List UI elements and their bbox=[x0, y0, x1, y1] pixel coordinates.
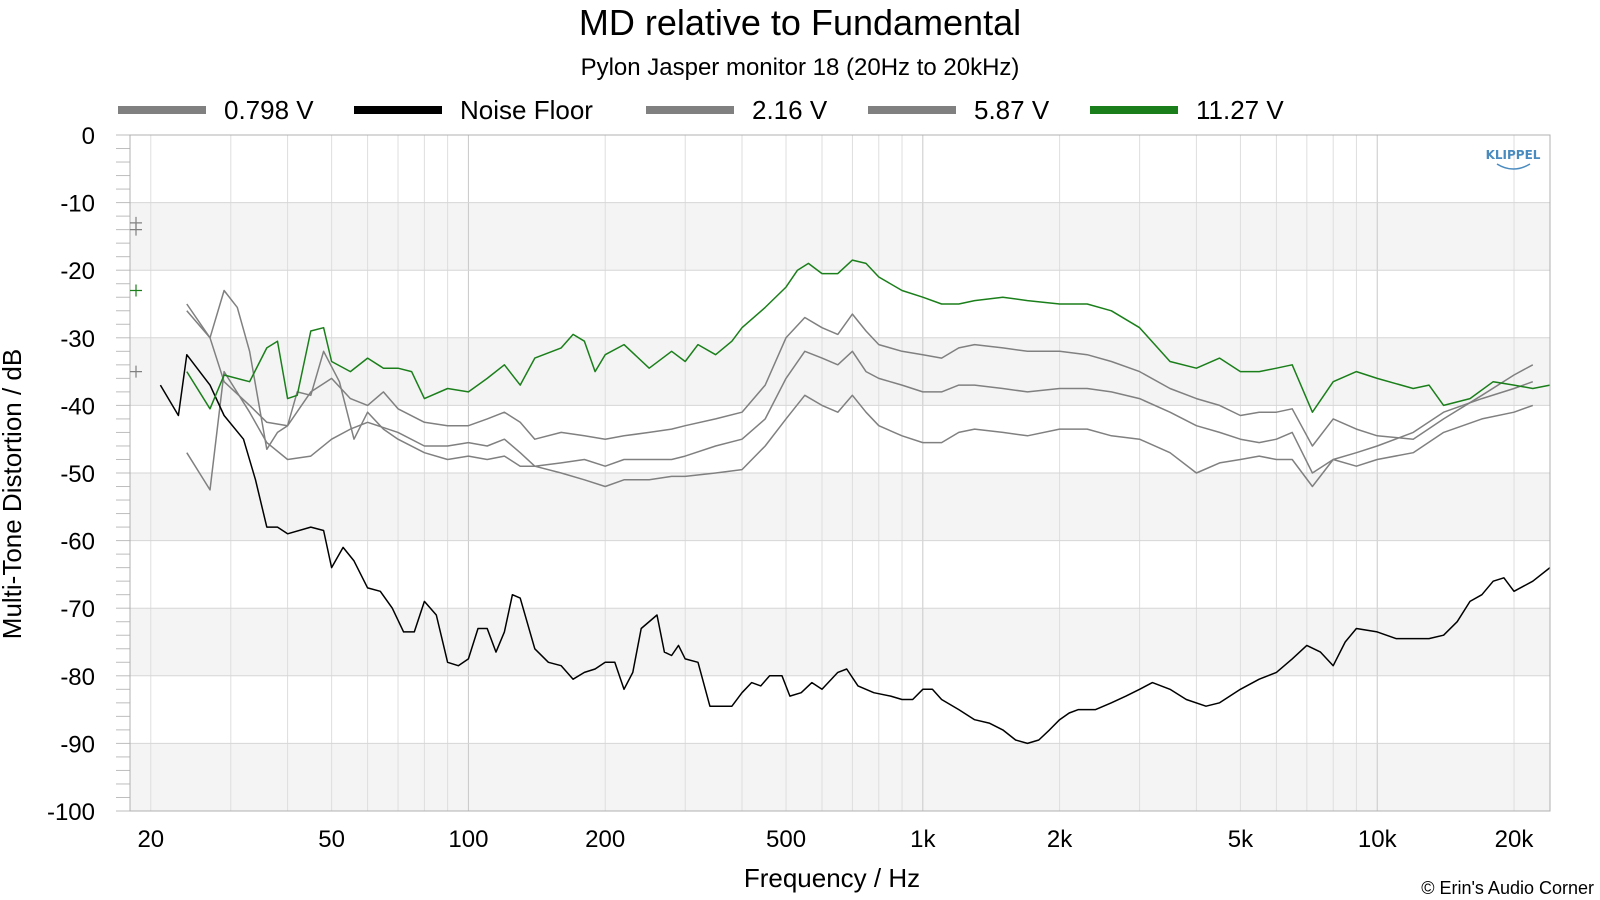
grid-band bbox=[130, 743, 1550, 811]
y-tick-label: -40 bbox=[60, 393, 95, 420]
x-tick-label: 1k bbox=[910, 826, 936, 853]
y-tick-label: -70 bbox=[60, 596, 95, 623]
series-line-11-27-v bbox=[186, 259, 1551, 413]
legend-label: 5.87 V bbox=[974, 95, 1050, 125]
copyright: © Erin's Audio Corner bbox=[1421, 878, 1594, 898]
y-tick-label: -60 bbox=[60, 529, 95, 556]
y-tick-label: -100 bbox=[47, 799, 95, 826]
start-marker bbox=[130, 365, 142, 378]
series-line-5-87-v bbox=[186, 303, 1534, 447]
chart-subtitle: Pylon Jasper monitor 18 (20Hz to 20kHz) bbox=[581, 54, 1020, 81]
legend-label: 2.16 V bbox=[752, 95, 828, 125]
y-axis-label: Multi-Tone Distortion / dB bbox=[0, 349, 27, 639]
chart-title: MD relative to Fundamental bbox=[579, 2, 1021, 43]
y-tick-label: -80 bbox=[60, 664, 95, 691]
x-tick-label: 100 bbox=[448, 826, 488, 853]
grid-band bbox=[130, 337, 1550, 406]
x-tick-label: 2k bbox=[1047, 826, 1073, 853]
grid-band bbox=[130, 473, 1550, 541]
y-tick-label: -50 bbox=[60, 461, 95, 488]
logo-text: KLIPPEL bbox=[1486, 148, 1541, 162]
y-tick-label: -30 bbox=[60, 326, 95, 353]
legend-label: Noise Floor bbox=[460, 95, 593, 125]
start-marker bbox=[130, 216, 142, 229]
x-tick-label: 5k bbox=[1228, 826, 1254, 853]
x-axis: 20 50 100 200 500 1k 2k 5k 10k 20k bbox=[137, 826, 1534, 853]
series-line-2-16-v bbox=[186, 289, 1534, 488]
grid-band bbox=[130, 202, 1550, 271]
y-tick-label: -10 bbox=[60, 191, 95, 218]
series-lines bbox=[159, 259, 1551, 745]
x-tick-label: 20 bbox=[137, 826, 164, 853]
legend-label: 0.798 V bbox=[224, 95, 314, 125]
x-axis-label: Frequency / Hz bbox=[744, 863, 920, 893]
legend: 0.798 V Noise Floor 2.16 V 5.87 V 11.27 V bbox=[118, 95, 1284, 125]
x-tick-label: 200 bbox=[585, 826, 625, 853]
y-tick-label: -90 bbox=[60, 731, 95, 758]
y-tick-label: -20 bbox=[60, 258, 95, 285]
grid-band bbox=[130, 608, 1550, 676]
x-tick-label: 20k bbox=[1495, 826, 1535, 853]
start-marker bbox=[130, 284, 142, 297]
x-tick-label: 500 bbox=[766, 826, 806, 853]
series-line-0-798-v bbox=[186, 350, 1534, 491]
series-line-noise-floor bbox=[159, 353, 1551, 745]
y-tick-label: 0 bbox=[82, 123, 95, 150]
plot-frame bbox=[129, 134, 1551, 812]
grid bbox=[116, 134, 1550, 812]
x-tick-label: 10k bbox=[1358, 826, 1398, 853]
logo-swoosh bbox=[1496, 163, 1531, 170]
legend-label: 11.27 V bbox=[1196, 95, 1284, 125]
y-axis: 0 -10 -20 -30 -40 -50 -60 -70 -80 -90 -100 bbox=[47, 123, 95, 826]
klippel-logo: KLIPPEL bbox=[1486, 148, 1541, 170]
x-tick-label: 50 bbox=[318, 826, 345, 853]
start-markers bbox=[130, 216, 142, 378]
